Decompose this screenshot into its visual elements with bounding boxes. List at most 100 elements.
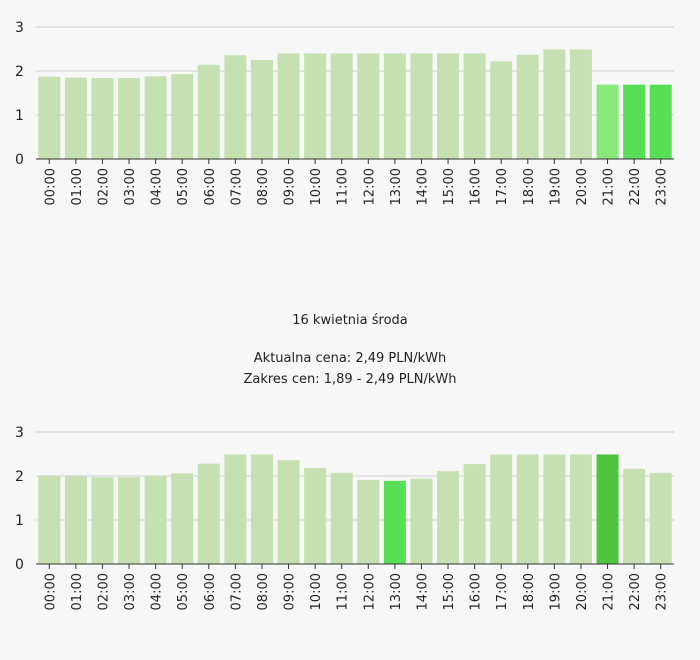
price-bar[interactable]: [490, 61, 513, 159]
price-bar[interactable]: [330, 472, 353, 564]
price-bar[interactable]: [64, 77, 87, 159]
price-bar[interactable]: [569, 454, 592, 564]
x-tick-label: 15:00: [442, 573, 457, 610]
x-tick-label: 22:00: [628, 168, 643, 205]
x-tick-label: 18:00: [522, 573, 537, 610]
price-bar[interactable]: [304, 468, 327, 564]
price-bar[interactable]: [596, 454, 619, 564]
x-tick-label: 21:00: [602, 573, 617, 610]
price-bar[interactable]: [118, 477, 141, 564]
x-tick-label: 11:00: [336, 168, 351, 205]
day-title: 16 kwietnia środa: [292, 313, 408, 328]
price-chart-top-svg: 0 1 2 3 00:00 01:00 02:00 03:00 04:00 05:00 06:00 0…: [15, 20, 674, 205]
x-tick-label: 22:00: [628, 573, 643, 610]
x-tick-label: 07:00: [229, 168, 244, 205]
x-tick-label: 02:00: [96, 168, 111, 205]
x-tick-label: 00:00: [43, 168, 58, 205]
price-bar[interactable]: [91, 477, 114, 564]
price-bar[interactable]: [623, 84, 646, 159]
y-tick-label: 1: [15, 513, 24, 529]
price-bar[interactable]: [118, 78, 141, 159]
price-bar[interactable]: [197, 463, 220, 564]
x-tick-label: 08:00: [256, 168, 271, 205]
x-tick-label: 21:00: [602, 168, 617, 205]
price-bar[interactable]: [437, 471, 460, 564]
price-chart-top: 0 1 2 3 00:00 01:00 02:00 03:00 04:00 05:00 06:00 0…: [0, 0, 700, 215]
price-bar[interactable]: [543, 454, 566, 564]
x-tick-label: 09:00: [283, 168, 298, 205]
x-tick-label: 09:00: [283, 573, 298, 610]
x-tick-label: 17:00: [495, 168, 510, 205]
price-bar[interactable]: [623, 468, 646, 564]
x-tick-label: 23:00: [655, 168, 670, 205]
price-bar[interactable]: [437, 53, 460, 159]
price-bar[interactable]: [330, 53, 353, 159]
price-bar[interactable]: [516, 454, 539, 564]
price-bar[interactable]: [277, 53, 300, 159]
price-bar[interactable]: [516, 54, 539, 159]
y-tick-label: 0: [15, 152, 24, 168]
x-tick-label: 05:00: [176, 168, 191, 205]
x-tick-label: 05:00: [176, 573, 191, 610]
x-tick-label: 19:00: [548, 573, 563, 610]
x-tick-label: 12:00: [362, 573, 377, 610]
x-tick-label: 08:00: [256, 573, 271, 610]
price-bar[interactable]: [144, 76, 167, 159]
x-tick-label: 14:00: [415, 573, 430, 610]
price-bar[interactable]: [649, 84, 672, 159]
price-bar[interactable]: [463, 53, 486, 159]
price-bar[interactable]: [224, 55, 247, 159]
price-bar[interactable]: [197, 64, 220, 159]
price-bar[interactable]: [64, 476, 87, 564]
x-tick-label: 14:00: [415, 168, 430, 205]
x-tick-label: 15:00: [442, 168, 457, 205]
price-bar[interactable]: [569, 49, 592, 159]
price-bar[interactable]: [171, 473, 194, 564]
price-chart-bottom: 0 1 2 3 00:00 01:00 02:00 03:00 04:00 05:00 06:00 0…: [0, 405, 700, 610]
price-bar[interactable]: [410, 53, 433, 159]
x-tick-label: 23:00: [655, 573, 670, 610]
x-tick-label: 06:00: [203, 168, 218, 205]
price-bar[interactable]: [383, 480, 406, 564]
price-bar[interactable]: [596, 84, 619, 159]
price-bar[interactable]: [649, 472, 672, 564]
x-tick-label: 17:00: [495, 573, 510, 610]
price-bar[interactable]: [410, 478, 433, 564]
price-bar[interactable]: [38, 476, 61, 564]
price-bar[interactable]: [91, 78, 114, 159]
y-tick-label: 1: [15, 108, 24, 124]
price-bar[interactable]: [224, 454, 247, 564]
price-bar[interactable]: [383, 53, 406, 159]
price-bar[interactable]: [250, 454, 273, 564]
x-tick-label: 00:00: [43, 573, 58, 610]
price-bar[interactable]: [250, 60, 273, 159]
price-bar[interactable]: [490, 454, 513, 564]
price-bar[interactable]: [171, 74, 194, 159]
x-tick-label: 10:00: [309, 168, 324, 205]
x-tick-label: 11:00: [336, 573, 351, 610]
x-tick-label: 03:00: [123, 168, 138, 205]
price-bar[interactable]: [357, 479, 380, 564]
price-bar[interactable]: [463, 464, 486, 564]
x-tick-label: 06:00: [203, 573, 218, 610]
x-tick-label: 01:00: [70, 573, 85, 610]
price-bar[interactable]: [38, 76, 61, 159]
current-price: Aktualna cena: 2,49 PLN/kWh: [253, 351, 447, 366]
y-tick-label: 0: [15, 557, 24, 573]
x-tick-label: 13:00: [389, 573, 404, 610]
price-bar[interactable]: [357, 53, 380, 159]
x-tick-label: 19:00: [548, 168, 563, 205]
price-bar[interactable]: [304, 53, 327, 159]
x-tick-label: 03:00: [123, 573, 138, 610]
x-tick-label: 20:00: [575, 573, 590, 610]
x-tick-label: 10:00: [309, 573, 324, 610]
x-tick-label: 04:00: [150, 168, 165, 205]
price-bar[interactable]: [543, 49, 566, 159]
x-tick-label: 13:00: [389, 168, 404, 205]
price-bar[interactable]: [144, 475, 167, 564]
price-bar[interactable]: [277, 460, 300, 564]
y-tick-label: 3: [15, 20, 24, 36]
y-tick-label: 2: [15, 64, 24, 80]
y-tick-label: 2: [15, 469, 24, 485]
x-tick-label: 20:00: [575, 168, 590, 205]
